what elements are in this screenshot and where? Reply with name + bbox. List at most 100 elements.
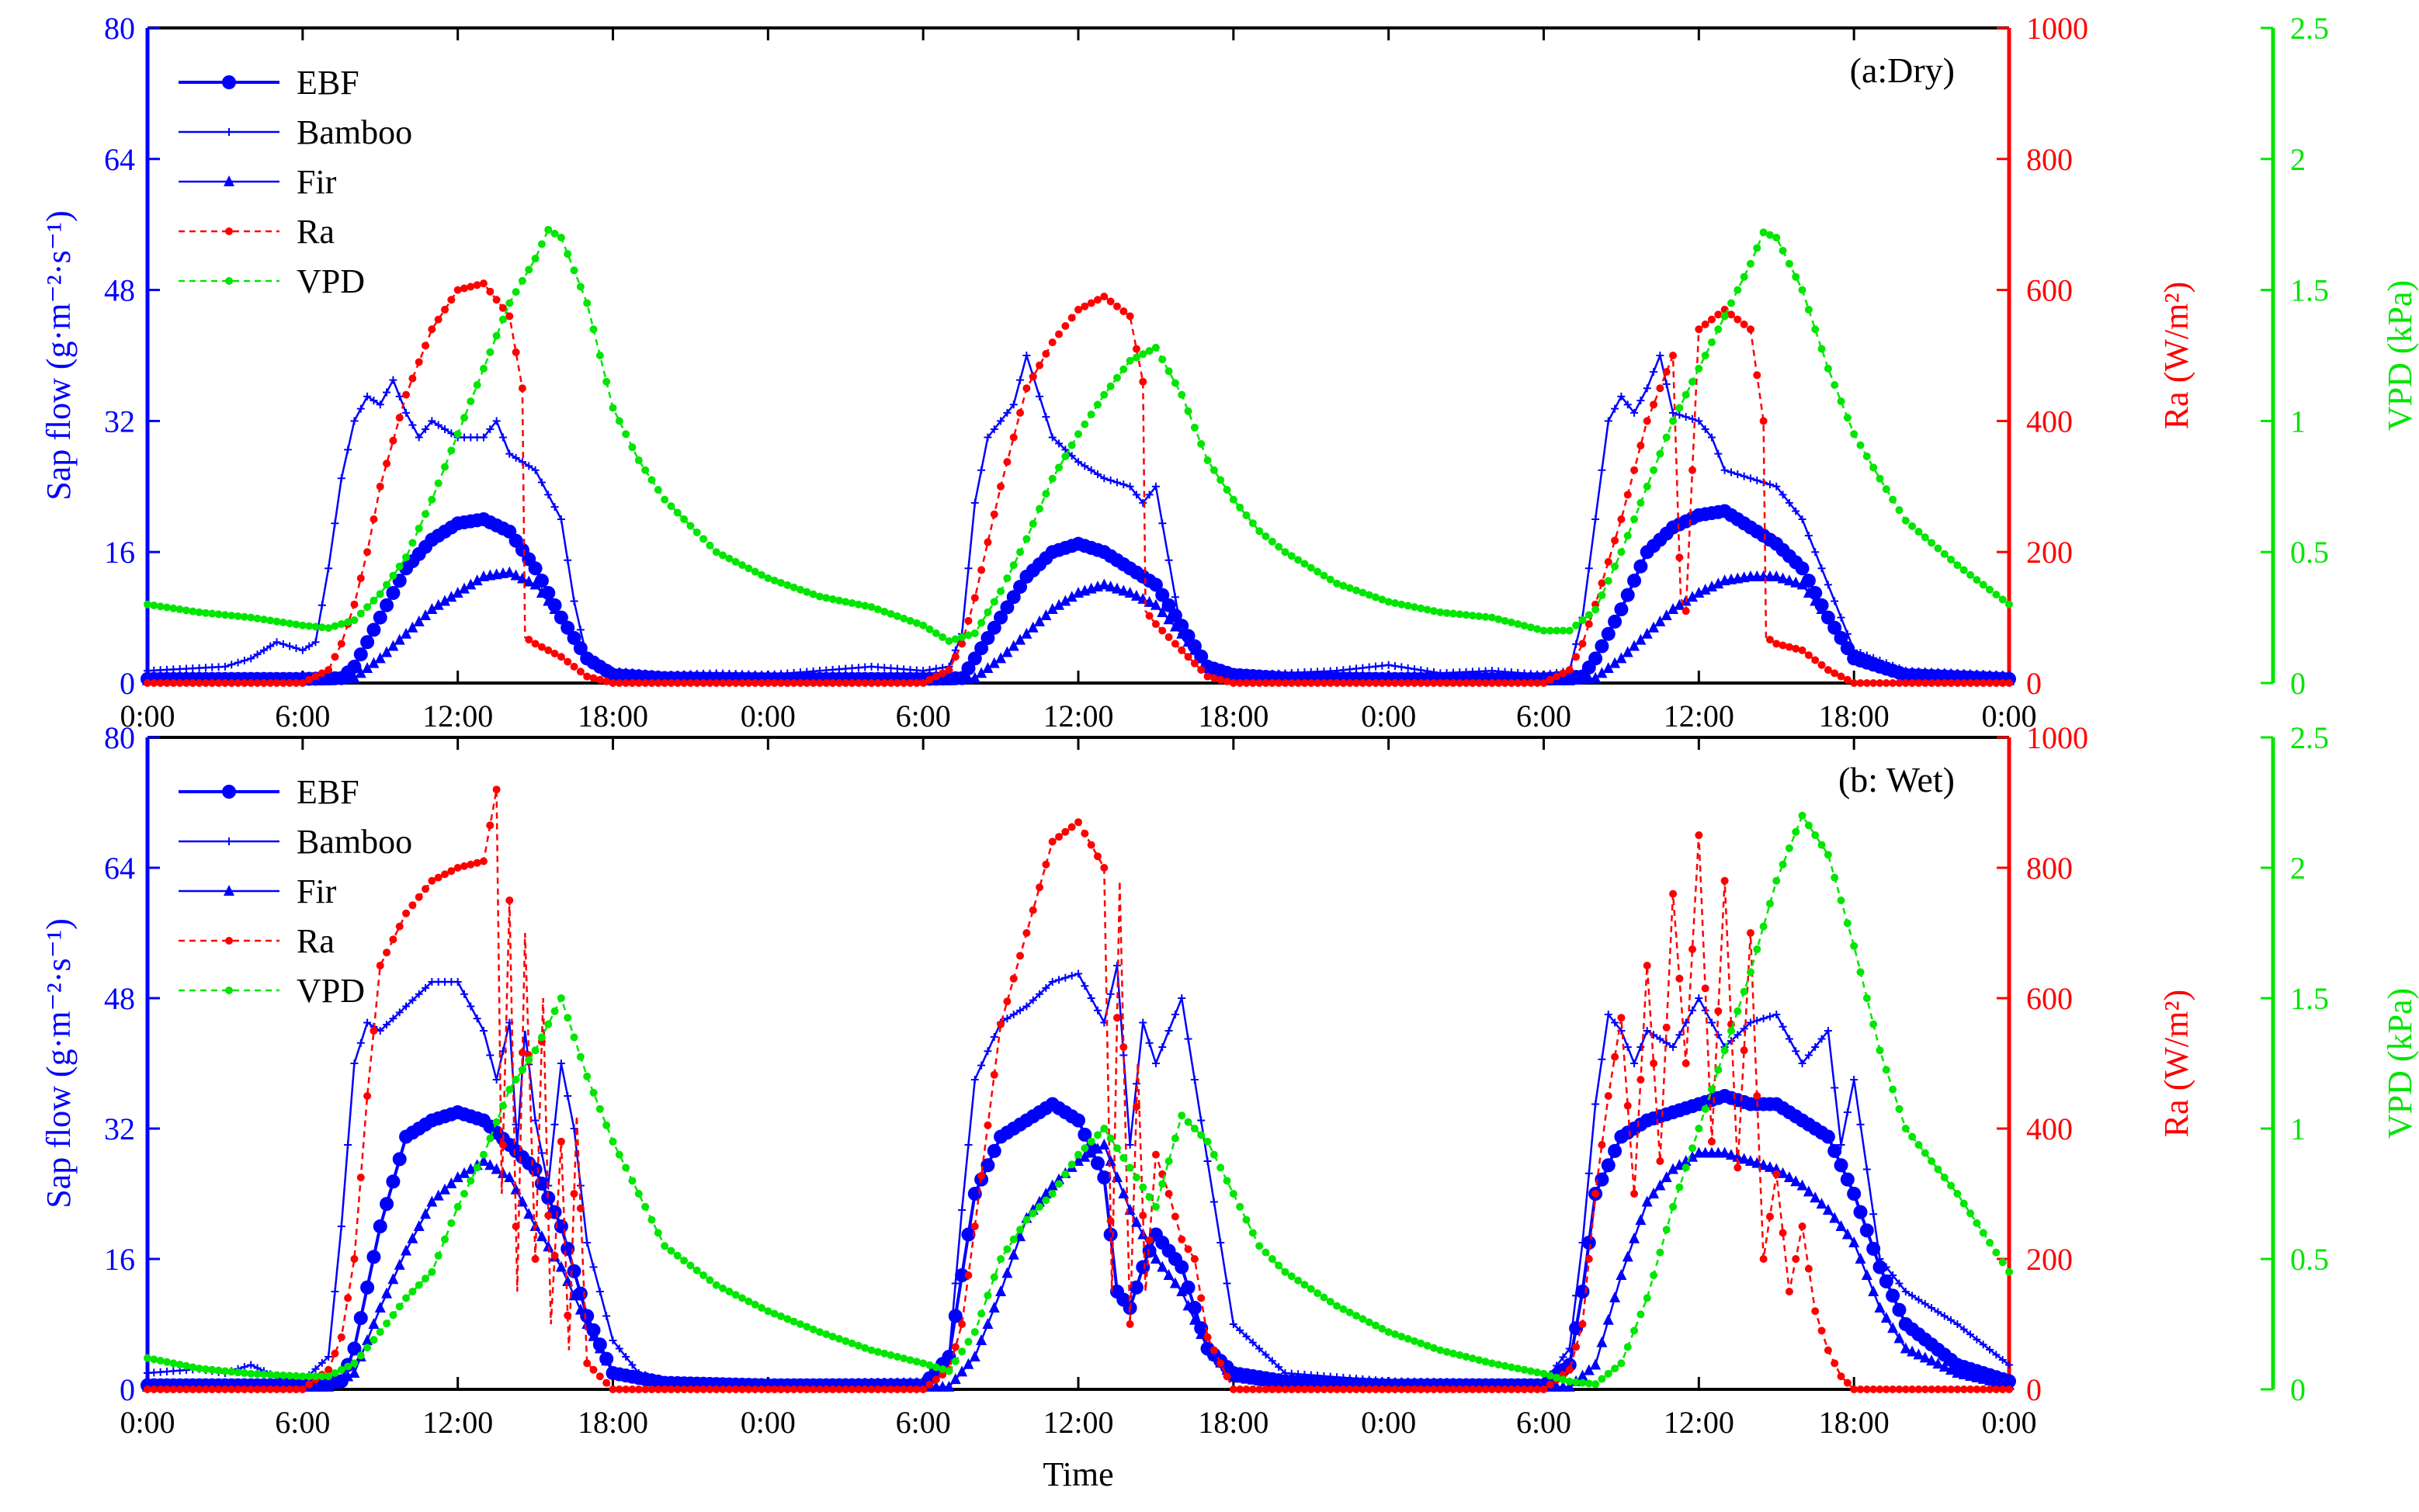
series-ra-point [661,1385,669,1393]
series-vpd-point [1998,1258,2007,1267]
series-fir-point [1952,1367,1963,1378]
series-vpd-point [1546,626,1554,635]
series-bamboo-point [220,662,229,671]
series-fir-point [588,656,599,668]
series-fir-point [1590,671,1602,683]
series-ra-point [1734,1163,1742,1172]
series-fir-point [982,662,994,674]
series-ra-point [1081,302,1089,310]
series-fir-point [1855,1253,1866,1264]
series-ra-point [815,1385,824,1393]
series-fir-point [1021,627,1032,639]
x-tick-label: 12:00 [1043,1405,1113,1440]
series-vpd-point [764,1307,772,1316]
series-vpd-point [162,1358,171,1366]
series-fir-point [1668,1163,1679,1174]
series-vpd-point [1966,1209,1975,1218]
series-bamboo-point [1216,1239,1225,1247]
series-vpd-point [1598,1375,1606,1383]
series-ra-point [1921,679,1929,687]
series-ra-point [1928,1385,1936,1393]
series-ra-point [1669,352,1678,359]
series-ra-point [835,1385,843,1393]
series-vpd-point [1746,259,1754,268]
series-vpd-point [1727,299,1735,307]
series-vpd-point [1559,1375,1567,1384]
series-ra-point [738,1385,747,1393]
series-fir-point [1997,1377,2008,1389]
series-fir-point [574,642,586,654]
series-fir-point [1874,1302,1886,1313]
series-bamboo-point [428,417,436,425]
series-ra-point [2005,679,2013,687]
series-ra-point [1643,417,1651,425]
series-bamboo-point [564,556,572,564]
series-fir-point [1241,1372,1252,1384]
series-fir-point [988,1302,1000,1313]
series-vpd-point [331,622,339,630]
x-tick-label: 18:00 [578,699,648,733]
series-bamboo-point [415,433,423,442]
series-vpd-point [1294,1276,1303,1285]
series-fir-point [1144,1240,1155,1252]
series-bamboo-point [1158,1043,1167,1051]
series-bamboo-point [1792,507,1800,515]
series-bamboo-point [932,664,940,673]
series-vpd-point [1539,626,1548,635]
series-ra-point [1850,1385,1858,1393]
series-ra-point [1507,679,1515,687]
series-ra-point [1456,1385,1464,1393]
series-vpd-point [809,1325,817,1333]
series-vpd-point [1662,433,1671,442]
series-bamboo-point [286,642,294,650]
left-y-tick-label: 64 [104,142,135,177]
series-ra-point [1707,315,1716,324]
series-fir-point [1221,666,1233,678]
series-vpd-point [1565,1377,1574,1385]
series-fir-point [1855,654,1866,665]
series-fir-point [1861,656,1872,668]
series-bamboo-point [479,1027,488,1035]
series-ra-point [1287,679,1296,687]
series-fir-point [1169,1277,1181,1288]
series-ra-point [719,1385,727,1393]
series-ebf-point [1859,1223,1874,1238]
series-fir-point [1816,603,1827,615]
series-fir-point [452,1171,463,1182]
series-bamboo-point [350,417,359,425]
series-vpd-point [1572,621,1581,629]
series-fir-point [1738,1153,1750,1164]
series-fir-point [1835,631,1847,643]
series-ra-point [958,1320,967,1328]
series-ebf-point [967,1187,982,1201]
series-ra-point [227,679,236,687]
series-ra-point [266,679,275,687]
series-ra-point [473,858,481,867]
series-ra-point [234,1385,242,1393]
series-vpd-point [647,476,656,484]
series-bamboo-point [1785,498,1793,507]
series-vpd-point [286,619,294,628]
series-ra-point [912,679,921,687]
series-ra-point [1262,679,1270,687]
series-ra-point [1772,640,1781,648]
series-ra-point [1604,1092,1612,1100]
series-fir-point [1118,1188,1130,1198]
series-vpd-point [272,1371,281,1379]
series-fir-point [1945,1364,1957,1375]
series-vpd-point [370,596,378,605]
series-fir-point [594,660,606,671]
series-fir-point [1189,1313,1200,1325]
series-vpd-point [1255,527,1264,536]
series-fir-point [1208,1349,1220,1361]
series-ra-point [1514,1385,1522,1393]
series-ra-point [1953,679,1962,687]
series-ra-point [1876,679,1884,687]
series-bamboo-point [1746,474,1754,483]
series-bamboo-point [1106,476,1115,484]
series-ra-point [370,1027,378,1035]
series-ra-point [764,679,772,687]
series-ebf-point [1129,1280,1144,1295]
series-ra-point [227,1385,236,1393]
series-bamboo-point [486,425,495,433]
